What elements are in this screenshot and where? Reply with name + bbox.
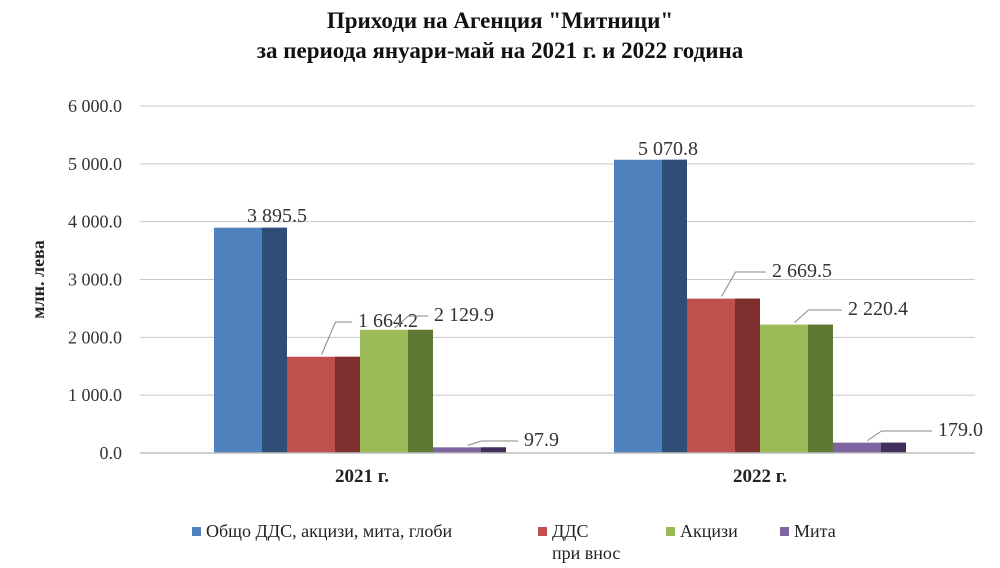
bar bbox=[833, 442, 906, 453]
bar-chart: 0.0 1 000.0 2 000.0 3 000.0 4 000.0 5 000.0 6 … bbox=[28, 96, 983, 487]
data-label: 179.0 bbox=[938, 419, 983, 441]
bar-side bbox=[662, 159, 687, 453]
y-tick-label: 0.0 bbox=[100, 443, 123, 463]
x-tick-label: 2021 г. bbox=[335, 466, 389, 487]
y-tick-label: 3 000.0 bbox=[68, 270, 122, 290]
legend-label-excise: Акцизи bbox=[680, 521, 738, 541]
y-tick-label: 5 000.0 bbox=[68, 154, 122, 174]
data-label: 97.9 bbox=[524, 429, 559, 451]
x-tick-label: 2022 г. bbox=[733, 466, 787, 487]
legend-swatch-excise bbox=[666, 527, 675, 536]
legend: Общо ДДС, акцизи, мита, глоби ДДС при вн… bbox=[0, 520, 1000, 568]
data-label: 1 664.2 bbox=[358, 310, 418, 332]
data-label: 2 220.4 bbox=[848, 298, 908, 320]
bar-side bbox=[735, 298, 760, 453]
chart-title: Приходи на Агенция "Митници" bbox=[326, 8, 674, 33]
data-label-leader bbox=[467, 440, 518, 446]
legend-swatch-total bbox=[192, 527, 201, 536]
data-label: 5 070.8 bbox=[638, 138, 698, 160]
chart-subtitle: за периода януари-май на 2021 г. и 2022 … bbox=[256, 38, 744, 63]
bar-side bbox=[408, 329, 433, 453]
data-label: 2 669.5 bbox=[772, 260, 832, 282]
data-label-leader bbox=[394, 315, 428, 329]
legend-label-customs: Мита bbox=[794, 521, 836, 541]
data-label: 3 895.5 bbox=[247, 205, 307, 227]
bar-side bbox=[808, 324, 833, 453]
y-tick-label: 1 000.0 bbox=[68, 385, 122, 405]
y-tick-label: 4 000.0 bbox=[68, 212, 122, 232]
y-tick-label: 6 000.0 bbox=[68, 96, 122, 116]
bar-side bbox=[481, 447, 506, 453]
data-label-leader bbox=[721, 271, 766, 297]
legend-label-vat: ДДС при внос bbox=[552, 521, 621, 563]
y-axis-label: млн. лева bbox=[28, 240, 48, 319]
data-label: 2 129.9 bbox=[434, 304, 494, 326]
data-label-leader bbox=[867, 430, 932, 442]
data-label-leader bbox=[321, 321, 352, 355]
legend-label-total: Общо ДДС, акцизи, мита, глоби bbox=[206, 521, 453, 541]
bar-side bbox=[335, 356, 360, 453]
legend-swatch-customs bbox=[780, 527, 789, 536]
bar-side bbox=[881, 442, 906, 453]
bar bbox=[433, 447, 506, 453]
legend-swatch-vat bbox=[538, 527, 547, 536]
bar-side bbox=[262, 227, 287, 453]
y-tick-label: 2 000.0 bbox=[68, 327, 122, 347]
data-label-leader bbox=[794, 309, 842, 323]
